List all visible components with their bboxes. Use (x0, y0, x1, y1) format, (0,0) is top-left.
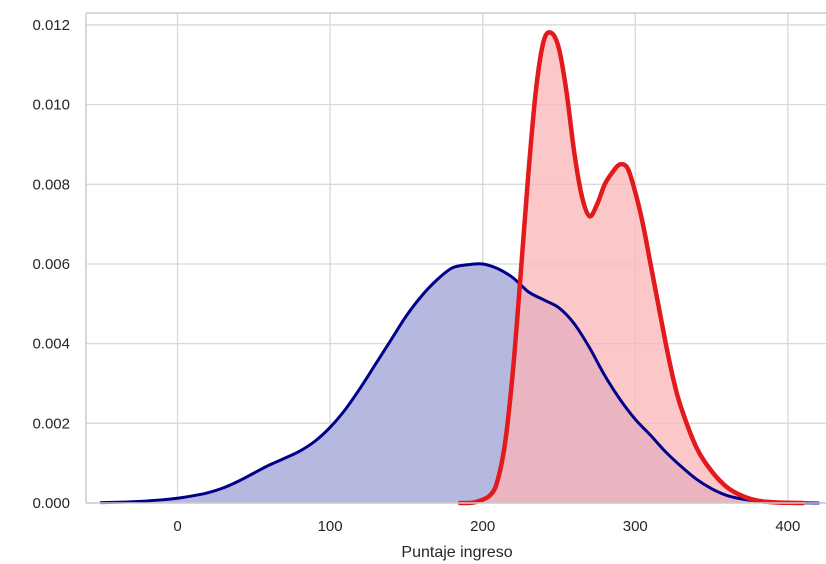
series-0-line (99, 262, 820, 505)
x-tick-label: 0 (173, 518, 181, 535)
plot-frame (85, 12, 826, 504)
y-tick-label: 0.000 (32, 495, 70, 512)
x-tick-label: 100 (318, 518, 343, 535)
y-tick-label: 0.008 (32, 176, 70, 193)
y-tick-label: 0.010 (32, 97, 70, 114)
x-axis-label: Puntaje ingreso (401, 544, 512, 561)
y-tick-label: 0.006 (32, 256, 70, 273)
y-tick-label: 0.002 (32, 415, 70, 432)
series-areas (101, 32, 819, 504)
x-tick-label: 400 (775, 518, 800, 535)
x-tick-label: 300 (623, 518, 648, 535)
series-lines (99, 30, 820, 506)
y-tick-label: 0.012 (32, 17, 70, 34)
y-tick-labels: 0.000 0.002 0.004 0.006 0.008 0.010 0.012 (32, 17, 70, 512)
x-tick-label: 200 (470, 518, 495, 535)
series-1-area (459, 32, 804, 504)
series-1-line (457, 30, 806, 506)
y-tick-label: 0.004 (32, 336, 70, 353)
x-tick-labels: 0 100 200 300 400 (173, 518, 800, 535)
